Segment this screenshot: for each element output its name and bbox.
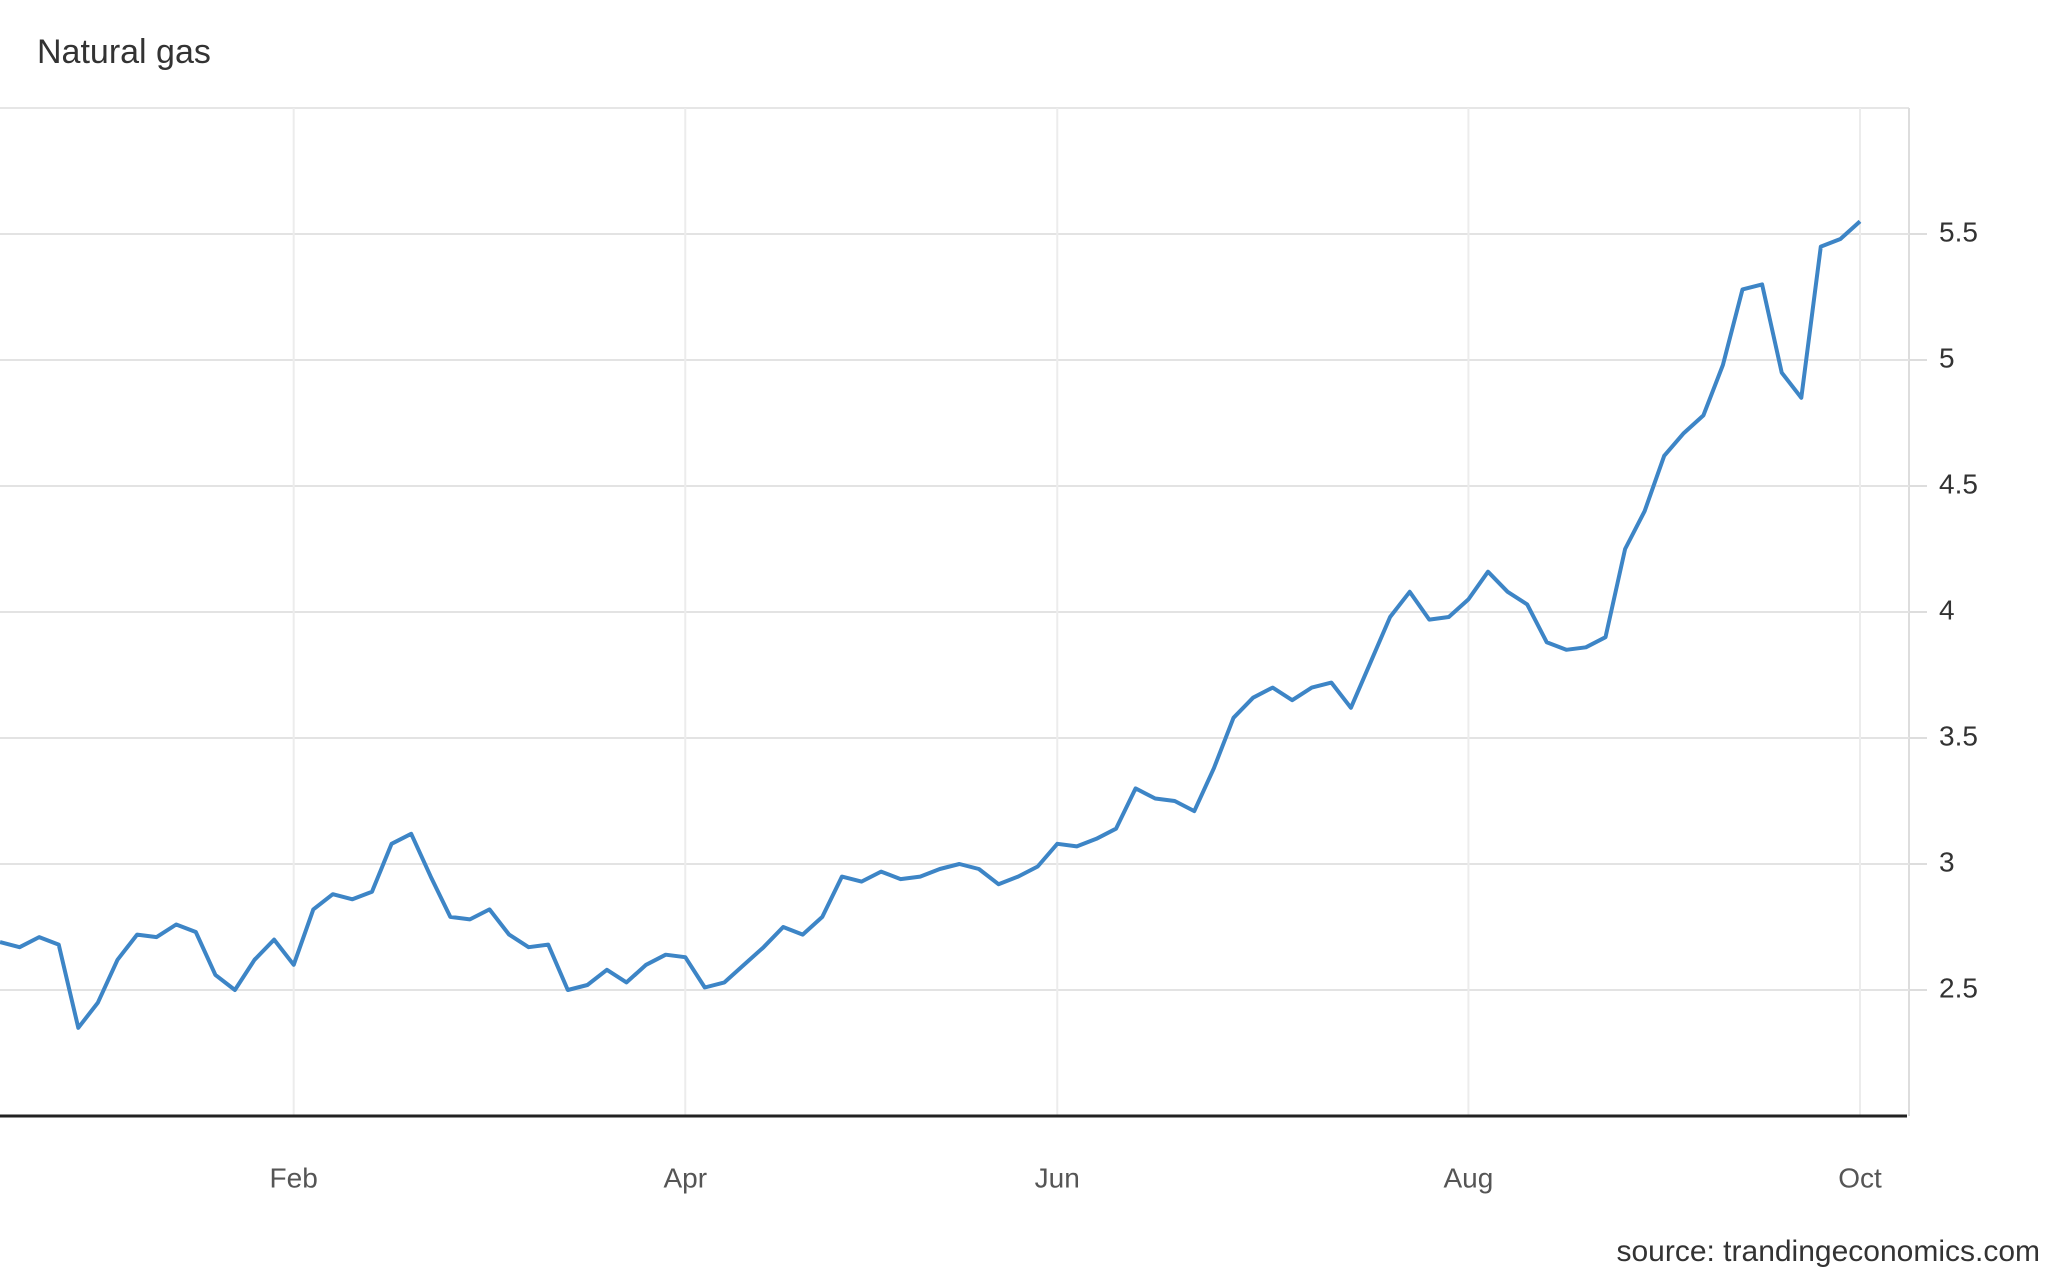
- x-tick-label: Apr: [663, 1162, 707, 1193]
- chart-title: Natural gas: [37, 33, 211, 71]
- y-tick-label: 5: [1939, 342, 1955, 373]
- data-line: [0, 219, 1862, 1030]
- y-tick-label: 3.5: [1939, 720, 1978, 751]
- y-tick-label: 2.5: [1939, 972, 1978, 1003]
- y-tick-label: 5.5: [1939, 216, 1978, 247]
- x-tick-label: Oct: [1838, 1162, 1882, 1193]
- y-tick-label: 4.5: [1939, 468, 1978, 499]
- y-tick-label: 4: [1939, 594, 1955, 625]
- y-tick-label: 3: [1939, 846, 1955, 877]
- source-note: source: trandingeconomics.com: [1616, 1235, 2040, 1268]
- x-tick-label: Jun: [1035, 1162, 1080, 1193]
- x-tick-label: Aug: [1444, 1162, 1494, 1193]
- x-tick-label: Feb: [270, 1162, 318, 1193]
